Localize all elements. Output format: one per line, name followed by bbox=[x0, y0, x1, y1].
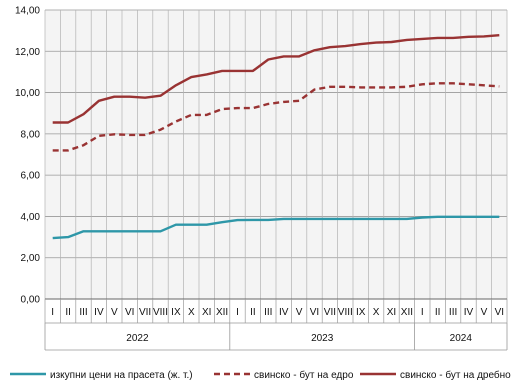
x-tick-label: IX bbox=[171, 307, 181, 318]
legend-label-2: свинско - бут на дребно bbox=[400, 369, 511, 381]
y-tick-label: 4,00 bbox=[21, 212, 41, 223]
x-tick-label: XII bbox=[216, 307, 228, 318]
x-tick-label: II bbox=[250, 307, 256, 318]
series-lines bbox=[52, 34, 500, 240]
x-tick-label: III bbox=[264, 307, 272, 318]
x-tick-label: I bbox=[51, 307, 54, 318]
x-tick-label: III bbox=[79, 307, 87, 318]
x-tick-label: VII bbox=[324, 307, 336, 318]
x-tick-label: V bbox=[296, 307, 303, 318]
y-tick-label: 8,00 bbox=[21, 129, 41, 140]
y-tick-label: 12,00 bbox=[15, 47, 40, 58]
y-tick-label: 6,00 bbox=[21, 171, 41, 182]
legend-label-0: изкупни цени на прасета (ж. т.) bbox=[50, 370, 193, 381]
year-label: 2023 bbox=[311, 333, 334, 344]
year-label: 2024 bbox=[450, 333, 473, 344]
x-tick-label: VIII bbox=[338, 307, 353, 318]
y-tick-label: 2,00 bbox=[21, 253, 41, 264]
x-tick-label: VI bbox=[125, 307, 134, 318]
x-tick-label: III bbox=[449, 307, 457, 318]
x-tick-label: VI bbox=[310, 307, 319, 318]
x-tick-label: IV bbox=[464, 307, 474, 318]
legend-label-1: свинско - бут на едро bbox=[254, 369, 354, 381]
x-tick-label: V bbox=[481, 307, 488, 318]
series-line-1 bbox=[52, 82, 500, 152]
legend: изкупни цени на прасета (ж. т.) свинско -… bbox=[10, 369, 511, 381]
x-tick-label: VII bbox=[139, 307, 151, 318]
year-label: 2022 bbox=[126, 333, 149, 344]
grid bbox=[44, 9, 508, 300]
x-tick-label: XI bbox=[202, 307, 211, 318]
x-tick-label: II bbox=[65, 307, 71, 318]
x-tick-label: XII bbox=[401, 307, 413, 318]
y-tick-label: 14,00 bbox=[15, 6, 40, 17]
x-tick-label: VIII bbox=[153, 307, 168, 318]
x-tick-label: X bbox=[188, 307, 195, 318]
x-tick-label: X bbox=[373, 307, 380, 318]
x-tick-label: IV bbox=[94, 307, 104, 318]
x-tick-label: I bbox=[421, 307, 424, 318]
x-tick-label: VI bbox=[495, 307, 504, 318]
x-tick-label: I bbox=[236, 307, 239, 318]
series-line-0 bbox=[52, 215, 500, 240]
series-line-2 bbox=[52, 34, 500, 124]
x-tick-label: V bbox=[111, 307, 118, 318]
x-tick-label: IX bbox=[356, 307, 366, 318]
x-tick-label: XI bbox=[387, 307, 396, 318]
y-tick-label: 10,00 bbox=[15, 88, 40, 99]
y-tick-label: 0,00 bbox=[21, 295, 41, 306]
x-tick-label: II bbox=[435, 307, 441, 318]
x-tick-label: IV bbox=[279, 307, 289, 318]
